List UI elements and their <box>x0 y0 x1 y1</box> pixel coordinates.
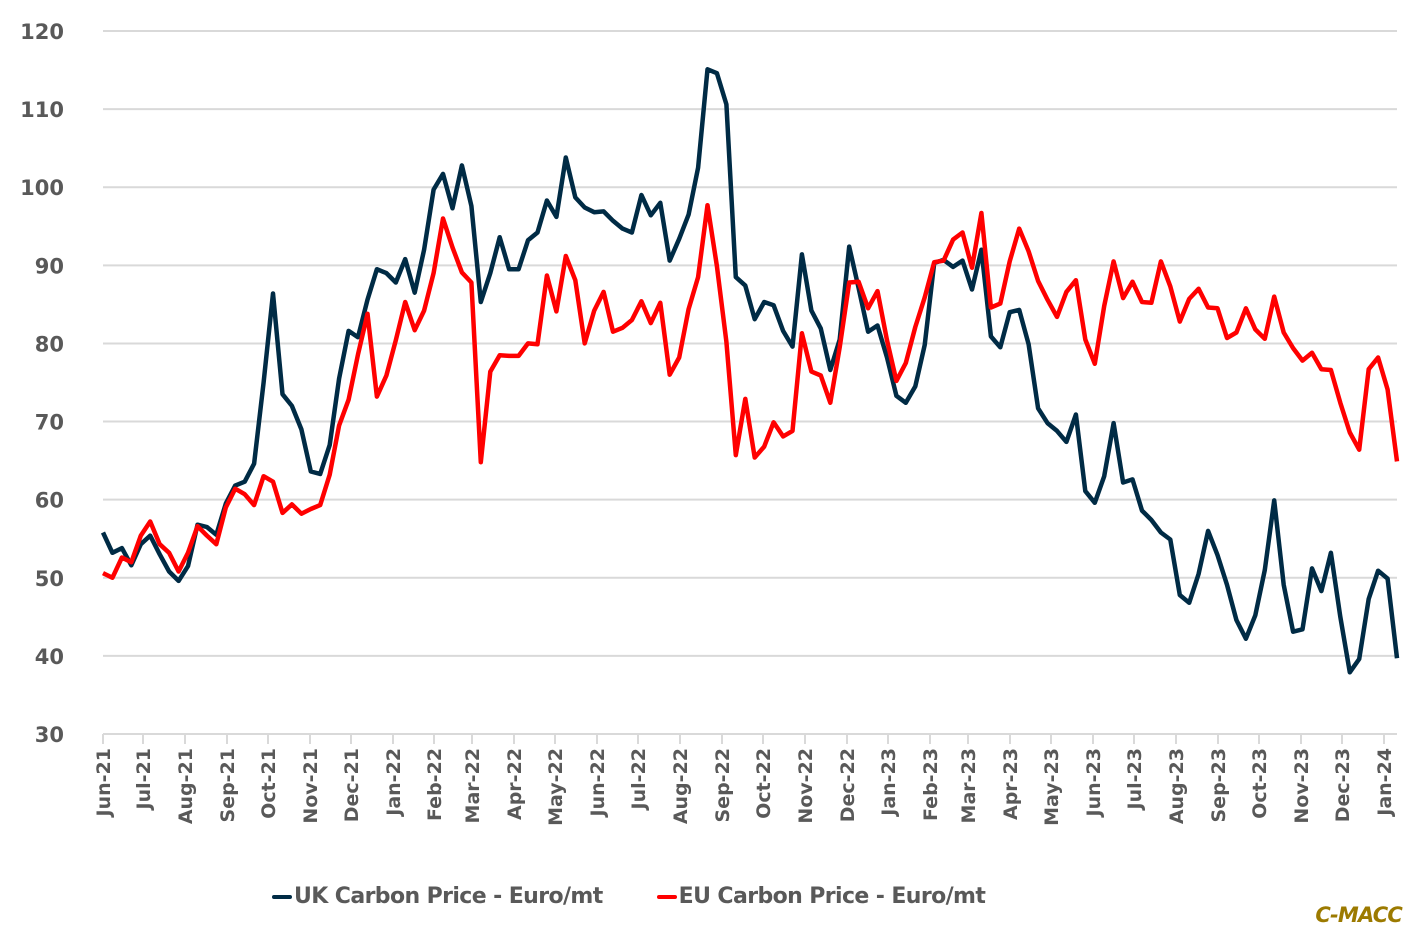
x-tick-label: Aug-22 <box>670 748 692 824</box>
x-tick-label: Apr-23 <box>1000 748 1022 820</box>
legend-item-eu[interactable]: EU Carbon Price - Euro/mt <box>656 884 986 909</box>
x-tick-label: Mar-22 <box>462 748 484 823</box>
x-tick-label: Sep-21 <box>217 748 239 823</box>
x-tick-label: Nov-22 <box>795 748 817 824</box>
x-tick-label: Jul-21 <box>133 748 155 811</box>
x-tick-label: Sep-23 <box>1208 748 1230 823</box>
y-tick-label: 70 <box>35 411 64 435</box>
y-tick-label: 40 <box>35 645 64 669</box>
legend-label-uk: UK Carbon Price - Euro/mt <box>294 884 603 909</box>
y-tick-label: 60 <box>35 489 64 513</box>
x-tick-label: Jan-22 <box>383 748 405 818</box>
series-line-uk <box>100 67 1400 675</box>
x-tick-label: May-23 <box>1041 748 1063 826</box>
x-tick-label: Mar-23 <box>958 748 980 823</box>
legend-swatch-uk <box>272 894 292 899</box>
x-tick-label: May-22 <box>545 748 567 826</box>
x-tick-label: Oct-22 <box>753 748 775 819</box>
y-tick-label: 80 <box>35 332 64 356</box>
carbon-price-line-chart: 30 40 50 60 70 80 90 100 110 120 Jun-21 Jul-21 Aug-… <box>20 20 1400 826</box>
x-tick-label: Jul-23 <box>1124 748 1146 811</box>
x-tick-label: Apr-22 <box>504 748 526 820</box>
x-tick-label: Aug-23 <box>1166 748 1188 824</box>
x-tick-label: Nov-21 <box>300 748 322 824</box>
x-tick-label: Dec-22 <box>837 748 859 822</box>
x-tick-label: Oct-23 <box>1249 748 1271 819</box>
x-tick-label: Jun-21 <box>93 748 115 818</box>
x-tick-label: Jul-22 <box>628 748 650 811</box>
x-tick-label: Jun-23 <box>1083 748 1105 818</box>
x-tick-label: Oct-21 <box>258 748 280 819</box>
y-tick-label: 100 <box>20 176 64 200</box>
legend-item-uk[interactable]: UK Carbon Price - Euro/mt <box>272 884 603 909</box>
y-tick-label: 120 <box>20 20 64 44</box>
y-tick-label: 50 <box>35 567 64 591</box>
x-tick-label: Dec-23 <box>1332 748 1354 822</box>
x-tick-label: Dec-21 <box>341 748 363 822</box>
x-axis: Jun-21 Jul-21 Aug-21 Sep-21 Oct-21 Nov-21 Dec-… <box>93 733 1397 826</box>
series-line-eu <box>101 202 1400 581</box>
x-tick-label: Jan-24 <box>1374 748 1396 818</box>
y-tick-label: 110 <box>20 98 64 122</box>
y-axis: 30 40 50 60 70 80 90 100 110 120 <box>20 20 64 747</box>
brand-watermark: C-MACC <box>1315 903 1402 927</box>
legend-swatch-eu <box>656 894 677 899</box>
x-tick-label: Jun-22 <box>587 748 609 818</box>
legend: UK Carbon Price - Euro/mt EU Carbon Pric… <box>272 884 986 909</box>
legend-label-eu: EU Carbon Price - Euro/mt <box>678 884 986 909</box>
x-tick-label: Sep-22 <box>712 748 734 823</box>
gridlines <box>103 30 1397 735</box>
x-tick-label: Feb-22 <box>424 748 446 821</box>
x-tick-label: Nov-23 <box>1291 748 1313 824</box>
series-lines <box>100 67 1400 675</box>
x-tick-label: Aug-21 <box>175 748 197 824</box>
y-tick-label: 30 <box>35 723 64 747</box>
y-tick-label: 90 <box>35 254 64 278</box>
x-tick-label: Feb-23 <box>920 748 942 821</box>
x-tick-label: Jan-23 <box>878 748 900 818</box>
